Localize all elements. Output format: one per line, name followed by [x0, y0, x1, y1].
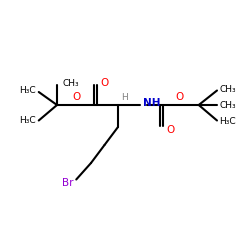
Text: H₃C: H₃C — [20, 86, 36, 95]
Text: NH: NH — [144, 98, 161, 108]
Text: Br: Br — [62, 178, 74, 188]
Text: CH₃: CH₃ — [62, 79, 79, 88]
Text: O: O — [176, 92, 184, 102]
Text: O: O — [166, 125, 174, 135]
Text: CH₃: CH₃ — [220, 85, 236, 94]
Text: H₃C: H₃C — [20, 116, 36, 125]
Text: H: H — [122, 94, 128, 102]
Text: H₃C: H₃C — [220, 117, 236, 126]
Text: O: O — [100, 78, 109, 88]
Text: O: O — [72, 92, 81, 102]
Text: CH₃: CH₃ — [220, 100, 236, 110]
